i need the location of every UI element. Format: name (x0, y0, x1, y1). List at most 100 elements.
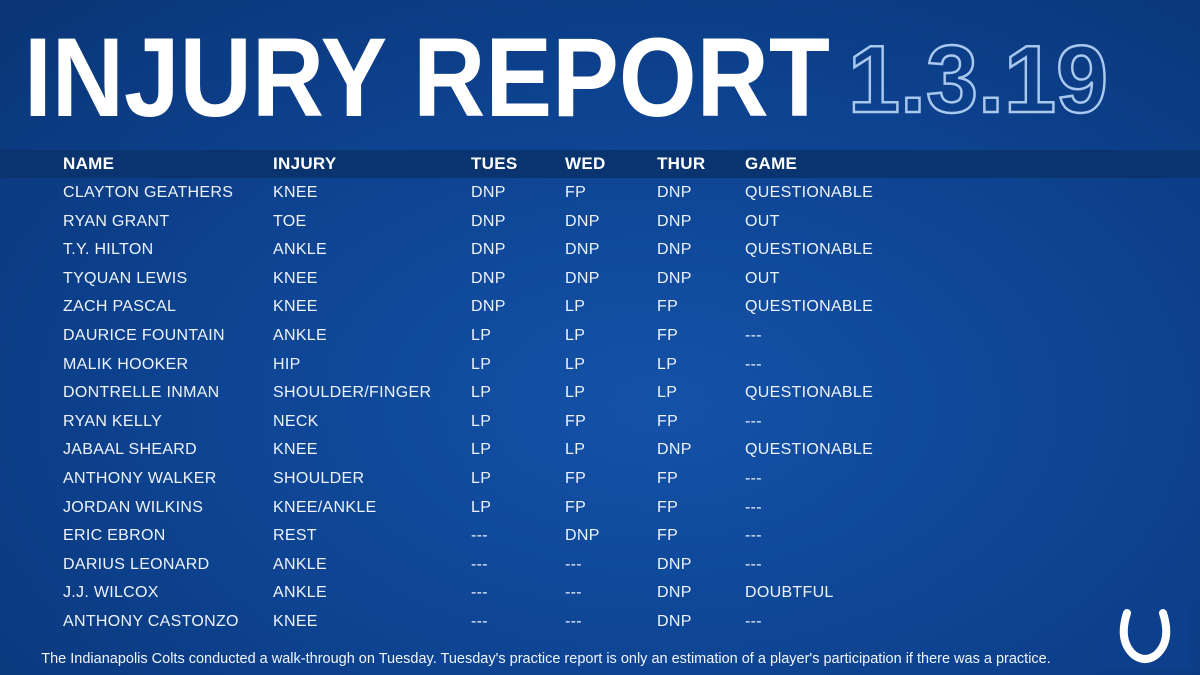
column-header: TUES (471, 154, 518, 173)
table-cell: QUESTIONABLE (745, 184, 874, 201)
table-cell: LP (471, 327, 492, 344)
table-cell: FP (657, 298, 679, 316)
table-cell: KNEE/ANKLE (273, 498, 377, 516)
table-cell: QUESTIONABLE (745, 241, 874, 259)
table-cell: DNP (657, 441, 692, 459)
table-cell: KNEE (273, 298, 318, 316)
table-cell: --- (471, 555, 488, 573)
table-cell: ZACH PASCAL (63, 298, 177, 316)
table-cell: DNP (657, 184, 692, 201)
date: 1.3.19 (848, 26, 1108, 133)
table-cell: LP (471, 498, 492, 516)
table-cell: --- (471, 584, 488, 602)
table-cell: ANTHONY CASTONZO (63, 613, 239, 630)
table-cell: DNP (657, 555, 692, 573)
table-cell: --- (565, 613, 582, 630)
table-cell: LP (565, 298, 586, 316)
table-cell: LP (471, 470, 492, 487)
table-cell: ANKLE (273, 584, 327, 602)
table-cell: ANKLE (273, 327, 327, 344)
table-cell: DAURICE FOUNTAIN (63, 327, 225, 344)
table-cell: --- (745, 327, 762, 344)
table-cell: HIP (273, 355, 301, 373)
table-cell: FP (565, 412, 587, 430)
table-cell: --- (471, 527, 488, 545)
table-cell: DNP (471, 269, 506, 287)
column-header: INJURY (273, 154, 337, 173)
table-cell: REST (273, 527, 317, 545)
table-cell: OUT (745, 269, 780, 287)
table-cell: --- (745, 498, 762, 516)
table-cell: LP (565, 355, 586, 373)
table-cell: RYAN KELLY (63, 412, 163, 430)
table-cell: --- (745, 355, 762, 373)
table-cell: RYAN GRANT (63, 212, 170, 230)
table-cell: QUESTIONABLE (745, 298, 874, 316)
table-cell: FP (565, 470, 587, 487)
table-cell: --- (565, 584, 582, 602)
logo (1100, 603, 1190, 669)
table-cell: --- (565, 555, 582, 573)
table-cell: DNP (565, 527, 600, 545)
table-cell: DNP (471, 241, 506, 259)
table-cell: LP (471, 441, 492, 459)
horseshoe (1119, 609, 1171, 663)
table-cell: DOUBTFUL (745, 584, 834, 602)
table-cell: LP (565, 384, 586, 402)
title: INJURY REPORT (24, 15, 830, 140)
table-cell: KNEE (273, 269, 318, 287)
table-cell: TYQUAN LEWIS (63, 269, 188, 287)
table-cell: --- (745, 613, 762, 630)
table-cell: DNP (565, 241, 600, 259)
table-cell: DNP (565, 269, 600, 287)
column-header: WED (565, 154, 606, 173)
table-cell: FP (657, 527, 679, 545)
header-band (0, 150, 1200, 178)
table-cell: FP (565, 498, 587, 516)
table-cell: DNP (657, 241, 692, 259)
table-cell: SHOULDER (273, 470, 365, 487)
table-cell: LP (471, 355, 492, 373)
table-cell: LP (471, 412, 492, 430)
table-cell: DNP (657, 269, 692, 287)
column-header: GAME (745, 154, 798, 173)
table-cell: MALIK HOOKER (63, 355, 189, 373)
column-header: NAME (63, 154, 115, 173)
table-cell: --- (745, 555, 762, 573)
table-cell: DNP (657, 613, 692, 630)
table-cell: DNP (471, 298, 506, 316)
table-cell: TOE (273, 212, 307, 230)
table-cell: DNP (657, 584, 692, 602)
table-cell: KNEE (273, 613, 318, 630)
table-cell: JORDAN WILKINS (63, 498, 204, 516)
table-cell: SHOULDER/FINGER (273, 384, 432, 402)
table-cell: QUESTIONABLE (745, 384, 874, 402)
table-cell: LP (565, 327, 586, 344)
table-cell: LP (657, 355, 678, 373)
table-cell: DNP (657, 212, 692, 230)
table-cell: KNEE (273, 441, 318, 459)
table-cell: FP (657, 327, 679, 344)
column-header: THUR (657, 154, 706, 173)
table-cell: J.J. WILCOX (63, 584, 159, 602)
table-cell: LP (657, 384, 678, 402)
table-cell: ANTHONY WALKER (63, 470, 217, 487)
title-area: INJURY REPORT 1.3.19 (24, 15, 1109, 140)
table-cell: ANKLE (273, 555, 327, 573)
table-cell: --- (745, 412, 762, 430)
table-cell: FP (565, 184, 587, 201)
table-cell: OUT (745, 212, 780, 230)
table-cell: DNP (471, 212, 506, 230)
table-cell: T.Y. HILTON (63, 241, 154, 259)
table-cell: JABAAL SHEARD (63, 441, 198, 459)
footnote: The Indianapolis Colts conducted a walk-… (41, 651, 1051, 667)
table-cell: ANKLE (273, 241, 327, 259)
table-cell: DARIUS LEONARD (63, 555, 210, 573)
table-cell: CLAYTON GEATHERS (63, 184, 234, 201)
table-cell: --- (471, 613, 488, 630)
table-cell: DNP (565, 212, 600, 230)
table-cell: ERIC EBRON (63, 527, 166, 545)
table-cell: KNEE (273, 184, 318, 201)
table-cell: FP (657, 412, 679, 430)
